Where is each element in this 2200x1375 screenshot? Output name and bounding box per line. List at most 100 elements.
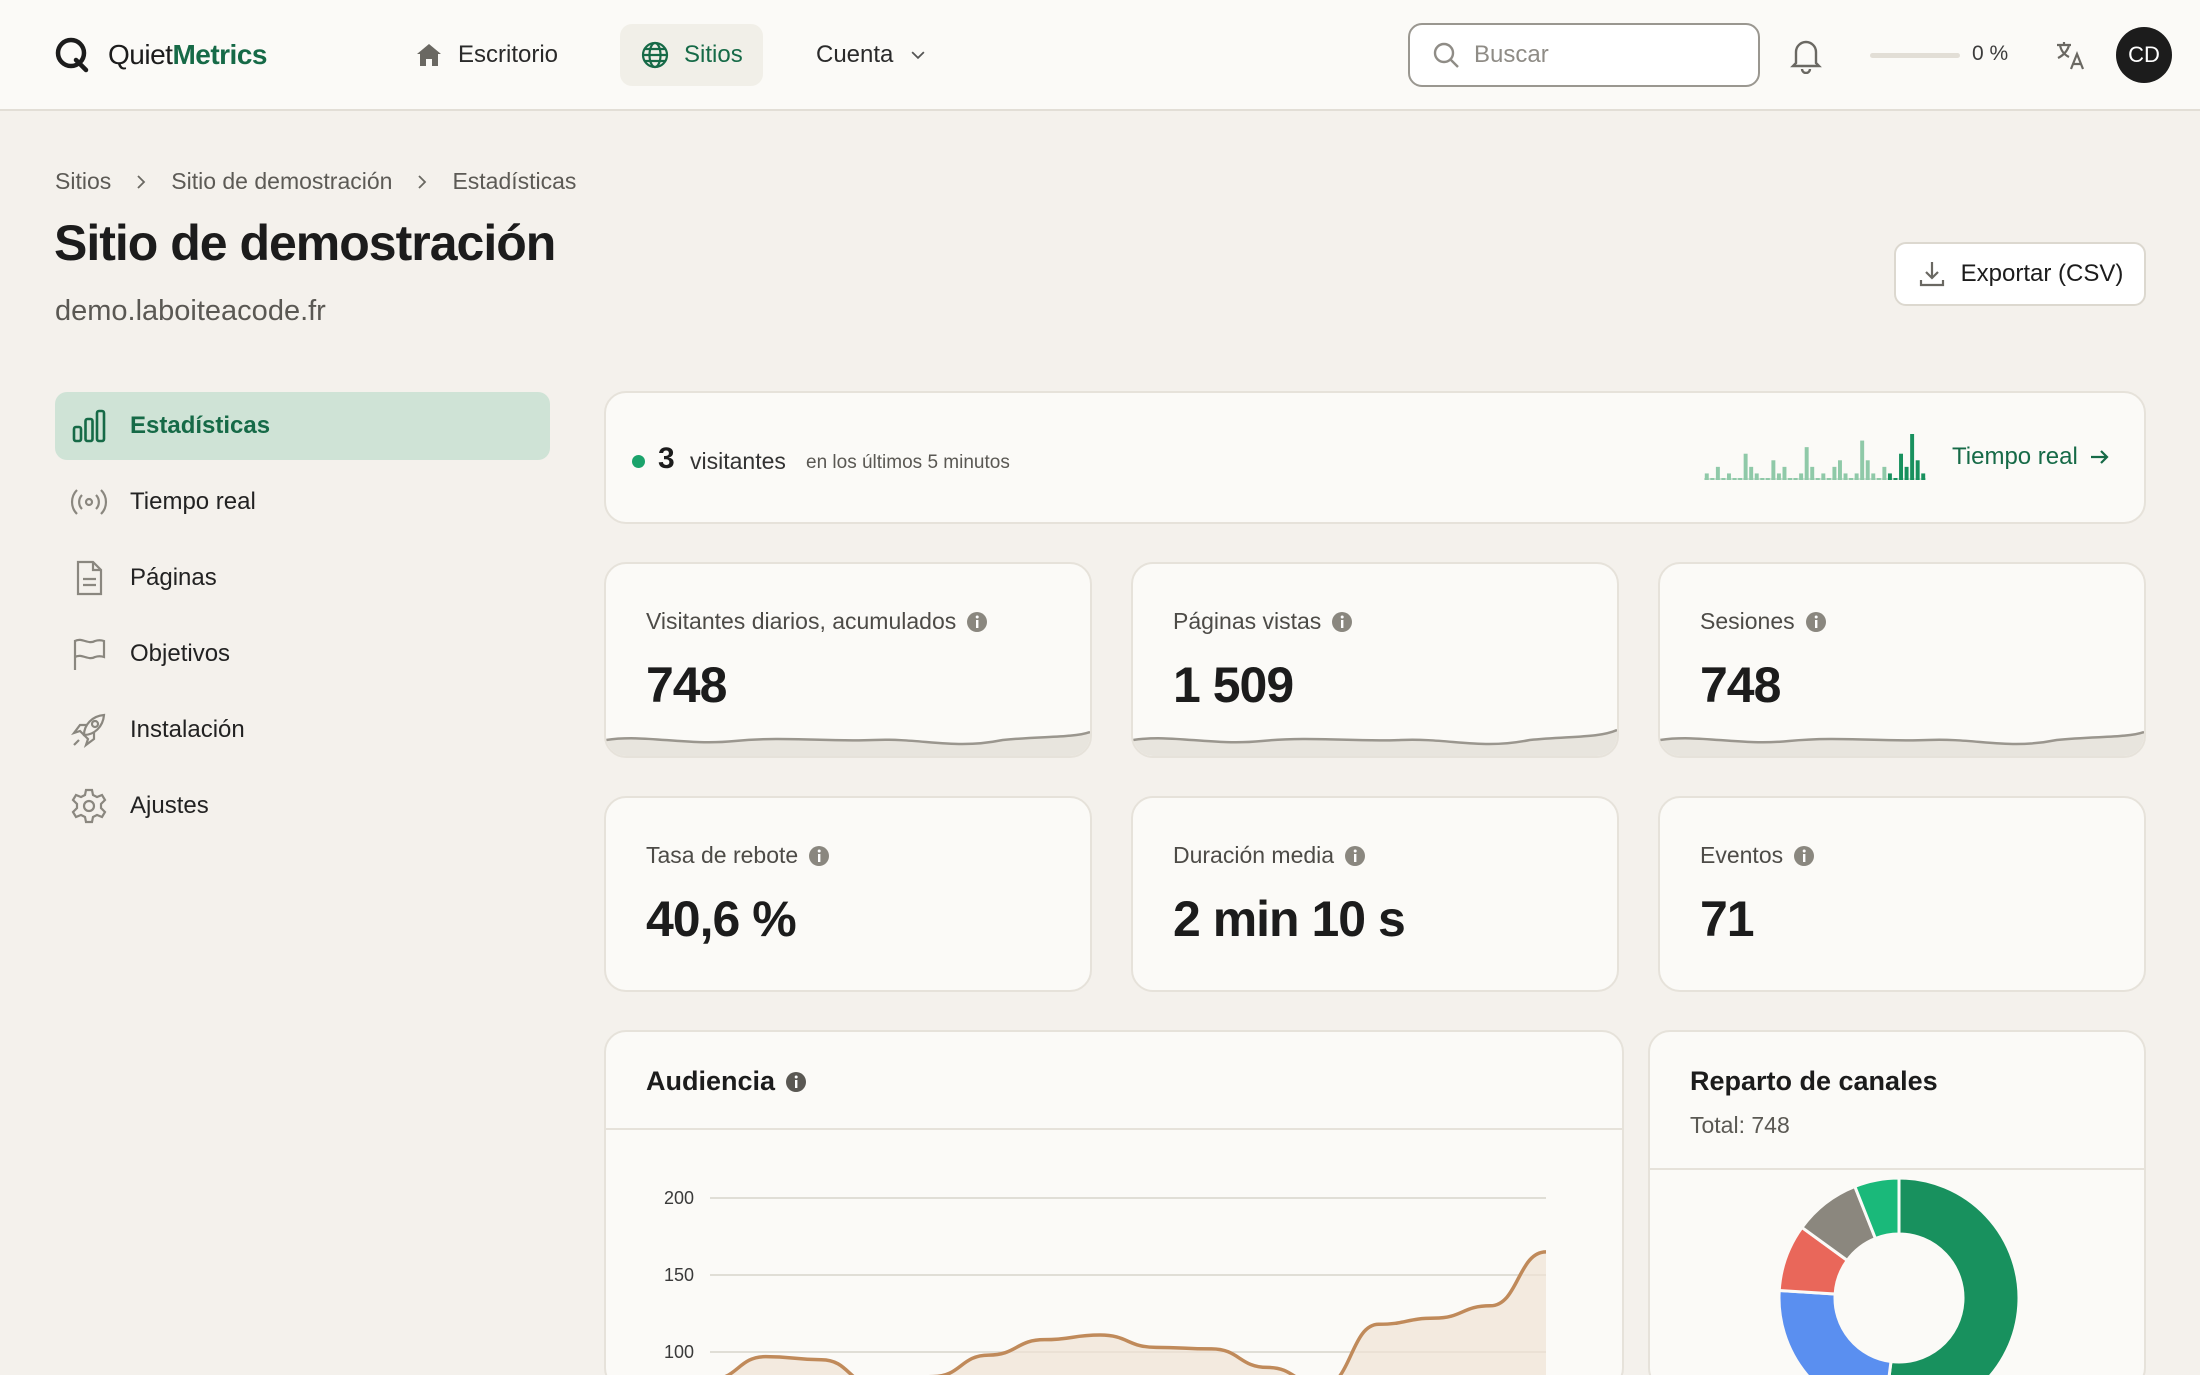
sidebar-item-objetivos[interactable]: Objetivos xyxy=(55,620,550,688)
breadcrumb-item-sitios[interactable]: Sitios xyxy=(55,168,112,194)
realtime-bar xyxy=(1882,466,1887,480)
search-input[interactable] xyxy=(1474,41,1734,69)
realtime-bar xyxy=(1727,473,1731,480)
realtime-bar xyxy=(1738,478,1743,480)
realtime-bar xyxy=(1793,478,1798,480)
realtime-bar xyxy=(1810,466,1815,480)
realtime-bar xyxy=(1904,466,1909,480)
realtime-bar xyxy=(1771,460,1776,480)
info-icon[interactable] xyxy=(1331,611,1353,633)
stat-label: Eventos xyxy=(1700,842,1784,868)
realtime-bar xyxy=(1732,478,1737,480)
realtime-bar xyxy=(1838,460,1842,480)
stat-value: 748 xyxy=(1700,657,1781,713)
channels-panel: Reparto de canales Total: 748 xyxy=(1648,1030,2146,1375)
logo[interactable]: QuietMetrics xyxy=(54,36,267,74)
chevron-down-icon xyxy=(911,51,925,60)
sidebar-item-paginas[interactable]: Páginas xyxy=(55,544,550,612)
donut-segment[interactable] xyxy=(1852,1176,1901,1241)
realtime-bar xyxy=(1754,473,1759,480)
sidebar-item-estadisticas[interactable]: Estadísticas xyxy=(55,392,550,460)
translate-icon[interactable] xyxy=(2054,38,2088,72)
stat-card-sessions[interactable]: Sesiones 748 xyxy=(1658,562,2146,758)
search-box[interactable] xyxy=(1408,23,1760,87)
realtime-bar xyxy=(1749,466,1754,480)
bell-icon[interactable] xyxy=(1788,36,1824,74)
panel-divider xyxy=(606,1128,1622,1130)
channels-total: Total: 748 xyxy=(1690,1112,1790,1138)
realtime-bar xyxy=(1704,473,1709,480)
info-icon[interactable] xyxy=(808,845,830,867)
download-icon xyxy=(1919,262,1944,287)
stat-card-events[interactable]: Eventos 71 xyxy=(1658,796,2146,992)
realtime-bar xyxy=(1788,478,1792,480)
stat-sparkline xyxy=(606,730,1090,756)
stat-value: 748 xyxy=(646,657,727,713)
stat-card-visitors[interactable]: Visitantes diarios, acumulados 748 xyxy=(604,562,1092,758)
stat-label: Páginas vistas xyxy=(1173,608,1322,634)
breadcrumb: Sitios Sitio de demostración Estadística… xyxy=(55,168,576,195)
realtime-count: 3 xyxy=(658,442,675,475)
logo-icon xyxy=(55,37,89,73)
realtime-bar xyxy=(1843,473,1848,480)
realtime-bar xyxy=(1804,447,1809,480)
realtime-bar xyxy=(1721,478,1726,480)
stat-value: 2 min 10 s xyxy=(1173,891,1406,947)
logo-text: QuietMetrics xyxy=(108,39,267,70)
realtime-label: visitantes xyxy=(690,448,786,474)
avatar[interactable]: CD xyxy=(2116,27,2172,83)
sidebar-item-instalacion[interactable]: Instalación xyxy=(55,696,550,764)
audience-panel: Audiencia 200 150 100 xyxy=(604,1030,1624,1375)
audience-area xyxy=(728,1251,1546,1375)
sidebar-item-ajustes[interactable]: Ajustes xyxy=(55,772,550,840)
realtime-bar xyxy=(1849,478,1854,480)
nav-cuenta[interactable]: Cuenta xyxy=(796,24,949,86)
realtime-bar xyxy=(1821,473,1826,480)
realtime-bar xyxy=(1743,453,1748,480)
stat-label: Duración media xyxy=(1173,842,1335,868)
info-icon[interactable] xyxy=(966,611,988,633)
sidebar-item-tiempo-real[interactable]: Tiempo real xyxy=(55,468,550,536)
stat-card-avg-duration[interactable]: Duración media 2 min 10 s xyxy=(1131,796,1619,992)
stat-label: Visitantes diarios, acumulados xyxy=(646,608,957,634)
breadcrumb-item-current: Estadísticas xyxy=(452,168,577,194)
stat-card-pageviews[interactable]: Páginas vistas 1 509 xyxy=(1131,562,1619,758)
info-icon[interactable] xyxy=(1793,845,1815,867)
realtime-bar xyxy=(1915,460,1920,480)
channels-donut-chart xyxy=(1777,1176,2021,1375)
chevron-right-icon xyxy=(137,174,146,189)
info-icon[interactable] xyxy=(1344,845,1366,867)
channels-title: Reparto de canales xyxy=(1690,1066,1938,1096)
arrow-right-icon xyxy=(2090,450,2109,464)
live-indicator xyxy=(632,455,645,468)
nav-sitios[interactable]: Sitios xyxy=(620,24,763,86)
chevron-right-icon xyxy=(418,174,427,189)
realtime-bar xyxy=(1760,478,1765,480)
stat-sparkline xyxy=(1660,730,2144,756)
stat-label: Sesiones xyxy=(1700,608,1795,634)
realtime-bar xyxy=(1887,473,1892,480)
realtime-bar xyxy=(1865,460,1870,480)
stat-card-bounce-rate[interactable]: Tasa de rebote 40,6 % xyxy=(604,796,1092,992)
info-icon[interactable] xyxy=(785,1071,807,1093)
realtime-card xyxy=(604,391,2146,524)
progress-bar xyxy=(1870,53,1960,58)
search-icon xyxy=(1433,42,1459,68)
audience-chart: 200 150 100 xyxy=(664,1188,1547,1375)
realtime-bar xyxy=(1893,478,1898,480)
info-icon[interactable] xyxy=(1805,611,1827,633)
realtime-bar xyxy=(1860,440,1865,480)
donut-segment[interactable] xyxy=(1884,1176,2021,1375)
gear-icon xyxy=(71,788,107,824)
top-bar: QuietMetrics Escritorio Sitios Cuenta 0 … xyxy=(0,0,2200,111)
realtime-bar xyxy=(1876,478,1881,480)
donut-segment[interactable] xyxy=(1777,1288,1893,1375)
page-domain: demo.laboiteacode.fr xyxy=(55,295,326,327)
broadcast-icon xyxy=(70,489,108,515)
nav-escritorio[interactable]: Escritorio xyxy=(394,24,578,86)
breadcrumb-item-site[interactable]: Sitio de demostración xyxy=(171,168,393,194)
realtime-bar-chart xyxy=(1704,434,1926,480)
export-csv-button[interactable]: Exportar (CSV) xyxy=(1894,242,2146,306)
realtime-link[interactable]: Tiempo real xyxy=(1952,443,2110,471)
document-icon xyxy=(76,560,103,596)
